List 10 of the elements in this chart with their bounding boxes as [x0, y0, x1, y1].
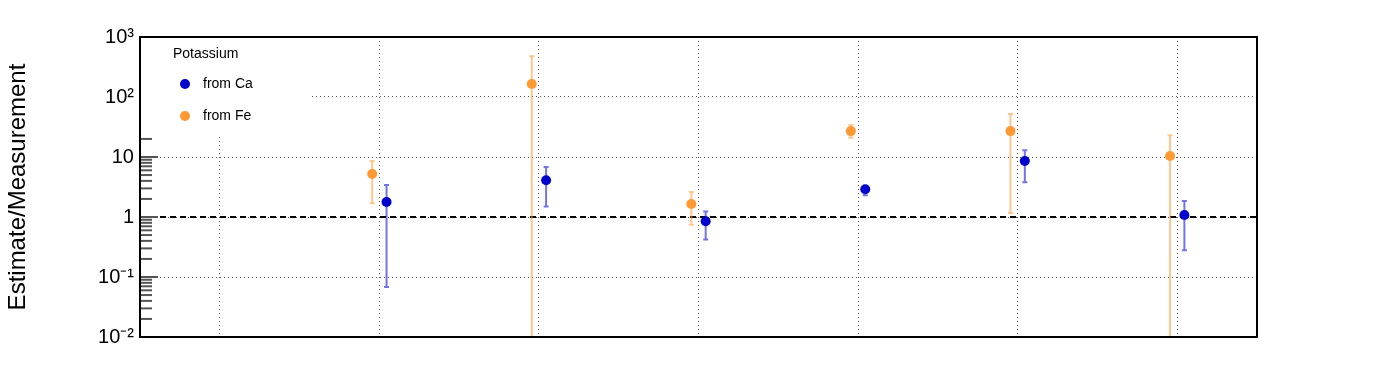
y-axis-title: Estimate/Measurement: [3, 63, 31, 311]
legend-label: from Ca: [203, 74, 253, 91]
y-tick-label: 10: [111, 144, 134, 167]
legend-label: from Fe: [203, 106, 252, 123]
y-tick-label: 10⁻¹: [98, 264, 135, 287]
y-tick-label: 10²: [105, 84, 135, 107]
y-tick-label: 1: [122, 204, 134, 227]
legend-title: Potassium: [173, 44, 239, 61]
y-tick-label: 10⁻²: [98, 324, 135, 347]
y-tick-label: 10³: [105, 24, 135, 47]
